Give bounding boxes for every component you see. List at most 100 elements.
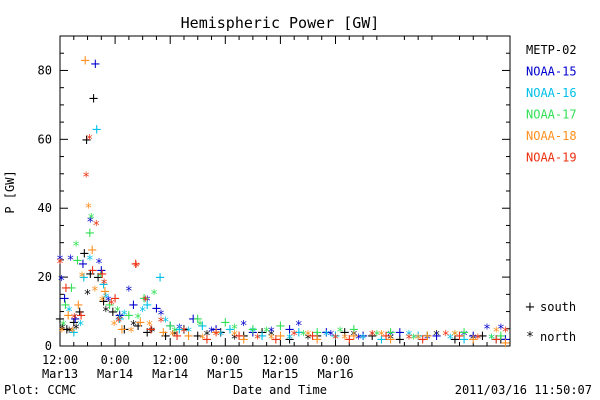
data-point: + — [179, 322, 190, 337]
data-point: + — [76, 309, 87, 324]
data-point: + — [158, 326, 169, 341]
data-point: + — [312, 333, 323, 348]
x-tick-time: 0:00 — [211, 353, 240, 367]
data-point: * — [101, 278, 108, 293]
data-point: * — [176, 322, 183, 337]
data-point: * — [217, 329, 224, 344]
data-point: * — [69, 326, 76, 341]
data-point: * — [213, 329, 220, 344]
data-point: * — [341, 333, 348, 348]
data-point: + — [81, 133, 92, 148]
data-point: * — [231, 333, 238, 348]
data-point: * — [291, 329, 298, 344]
data-point: + — [78, 257, 89, 272]
data-point: + — [234, 329, 245, 344]
y-axis: 0 20 40 60 80 — [38, 35, 510, 353]
data-point: + — [160, 329, 171, 344]
data-point: + — [201, 333, 212, 348]
x-tick-time: 12:00 — [42, 353, 78, 367]
data-point: + — [257, 329, 268, 344]
data-point: * — [111, 319, 118, 334]
data-point: * — [488, 333, 495, 348]
data-point: + — [70, 312, 81, 327]
data-point: * — [121, 309, 128, 324]
data-point: * — [108, 298, 115, 313]
data-point: * — [126, 284, 133, 299]
data-point: * — [84, 288, 91, 303]
data-point: * — [144, 295, 151, 310]
data-point: + — [312, 326, 323, 341]
data-point: + — [55, 312, 66, 327]
data-point: + — [114, 312, 125, 327]
data-point: + — [135, 315, 146, 330]
x-tick-date: Mar16 — [317, 367, 353, 381]
data-point: + — [87, 264, 98, 279]
data-point: + — [74, 305, 85, 320]
data-point: + — [165, 319, 176, 334]
data-point: + — [459, 326, 470, 341]
data-point: * — [133, 260, 140, 275]
data-point: * — [151, 288, 158, 303]
data-point: * — [73, 240, 80, 255]
x-tick-date: Mar15 — [262, 367, 298, 381]
data-point: + — [142, 326, 153, 341]
data-point: * — [268, 329, 275, 344]
data-point: * — [452, 329, 459, 344]
data-point: + — [293, 326, 304, 341]
data-point: + — [431, 329, 442, 344]
data-point: * — [162, 315, 169, 330]
data-point: * — [484, 322, 491, 337]
data-point: * — [286, 333, 293, 348]
legend-entry: METP-02 — [526, 43, 577, 57]
data-point: + — [348, 322, 359, 337]
data-point: * — [470, 333, 477, 348]
y-tick-label: 0 — [45, 339, 52, 353]
data-point: * — [93, 219, 100, 234]
data-point: + — [84, 226, 95, 241]
data-point: * — [204, 329, 211, 344]
data-point: + — [172, 329, 183, 344]
data-point: * — [146, 319, 153, 334]
data-point: * — [488, 333, 495, 348]
data-point: * — [231, 322, 238, 337]
data-point: + — [117, 322, 128, 337]
data-point: + — [491, 333, 502, 348]
y-tick-label: 40 — [38, 201, 52, 215]
data-point: * — [254, 333, 261, 348]
data-point: * — [240, 319, 247, 334]
plot-credit: Plot: CCMC — [4, 383, 76, 397]
data-point: * — [300, 329, 307, 344]
data-point: * — [433, 329, 440, 344]
data-point: + — [215, 326, 226, 341]
data-point: * — [268, 326, 275, 341]
data-point: + — [151, 302, 162, 317]
data-point: * — [66, 326, 73, 341]
data-point: + — [155, 271, 166, 286]
data-point: + — [385, 333, 396, 348]
data-point: * — [103, 291, 110, 306]
data-point: + — [96, 264, 107, 279]
data-point: * — [387, 329, 394, 344]
data-point: * — [250, 326, 257, 341]
data-point: * — [296, 319, 303, 334]
y-tick-label: 20 — [38, 270, 52, 284]
data-point: * — [502, 326, 509, 341]
data-point: + — [376, 333, 387, 348]
data-point: + — [224, 322, 235, 337]
data-point: + — [220, 315, 231, 330]
data-point: + — [500, 336, 511, 351]
data-point: * — [231, 329, 238, 344]
data-point: * — [378, 329, 385, 344]
legend-entry: NOAA-16 — [526, 86, 577, 100]
y-tick-label: 80 — [38, 63, 52, 77]
marker-legend-label: south — [540, 300, 576, 314]
data-point: * — [355, 333, 362, 348]
data-point: * — [130, 319, 137, 334]
y-axis-label: P [GW] — [3, 170, 17, 213]
x-axis-label: Date and Time — [233, 383, 327, 397]
data-point: + — [307, 329, 318, 344]
data-point: + — [312, 329, 323, 344]
data-point: * — [323, 329, 330, 344]
marker-legend-label: north — [540, 330, 576, 344]
